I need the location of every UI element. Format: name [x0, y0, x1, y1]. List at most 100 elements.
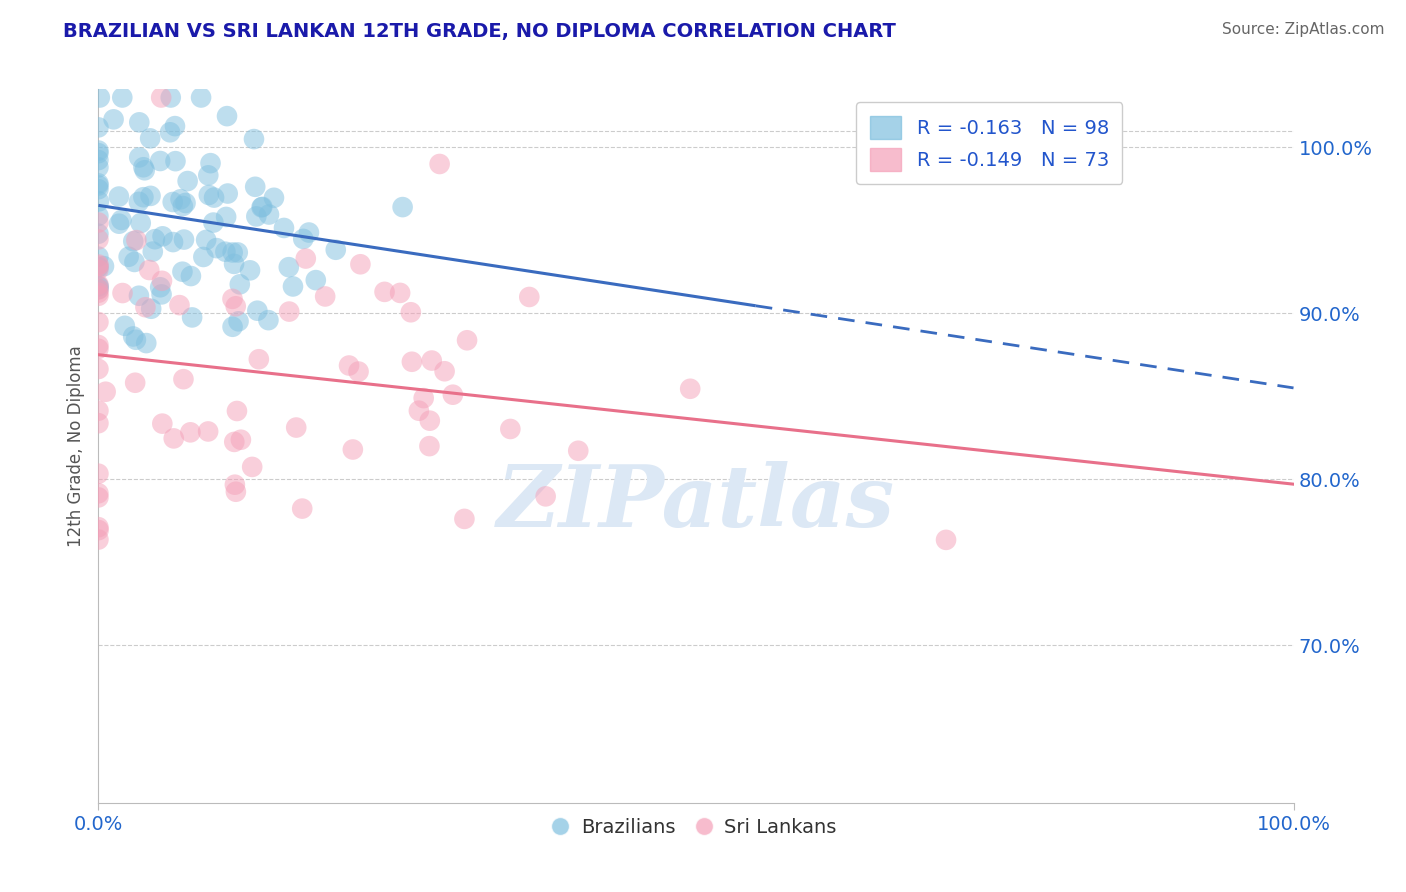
Point — [257, 208, 280, 222]
Point — [87, 177, 110, 191]
Point — [240, 459, 263, 474]
Point — [87, 338, 110, 352]
Point — [198, 188, 221, 202]
Point — [222, 257, 245, 271]
Text: BRAZILIAN VS SRI LANKAN 12TH GRADE, NO DIPLOMA CORRELATION CHART: BRAZILIAN VS SRI LANKAN 12TH GRADE, NO D… — [63, 22, 896, 41]
Point — [87, 285, 110, 300]
Point — [87, 277, 110, 292]
Point — [263, 191, 285, 205]
Point — [87, 279, 110, 293]
Point — [152, 229, 174, 244]
Point — [305, 273, 328, 287]
Point — [110, 213, 132, 227]
Point — [87, 146, 110, 161]
Point — [243, 132, 266, 146]
Point — [221, 319, 243, 334]
Point — [87, 520, 110, 534]
Point — [935, 533, 957, 547]
Point — [87, 533, 110, 547]
Point — [142, 244, 165, 259]
Point — [87, 232, 110, 246]
Point — [87, 259, 110, 273]
Point — [125, 333, 148, 347]
Point — [87, 416, 110, 430]
Point — [347, 365, 370, 379]
Point — [418, 439, 440, 453]
Point — [374, 285, 396, 299]
Point — [181, 310, 204, 325]
Point — [94, 384, 117, 399]
Point — [149, 153, 172, 168]
Point — [108, 217, 131, 231]
Point — [87, 279, 110, 293]
Point — [87, 486, 110, 500]
Point — [139, 131, 162, 145]
Point — [419, 414, 441, 428]
Point — [111, 90, 134, 104]
Point — [87, 262, 110, 277]
Point — [325, 243, 347, 257]
Y-axis label: 12th Grade, No Diploma: 12th Grade, No Diploma — [66, 345, 84, 547]
Point — [103, 112, 125, 127]
Point — [193, 250, 215, 264]
Point — [245, 179, 267, 194]
Point — [172, 199, 194, 213]
Point — [117, 250, 139, 264]
Point — [87, 523, 110, 537]
Point — [87, 282, 110, 296]
Point — [162, 194, 184, 209]
Point — [172, 372, 194, 386]
Point — [205, 241, 228, 255]
Point — [135, 336, 157, 351]
Point — [214, 244, 236, 259]
Point — [159, 125, 181, 139]
Point — [229, 433, 252, 447]
Point — [391, 200, 413, 214]
Point — [108, 189, 131, 203]
Point — [420, 353, 443, 368]
Point — [174, 196, 197, 211]
Point — [159, 90, 181, 104]
Point — [229, 277, 252, 292]
Point — [453, 512, 475, 526]
Point — [87, 362, 110, 376]
Point — [163, 119, 186, 133]
Point — [124, 255, 146, 269]
Point — [87, 491, 110, 505]
Point — [257, 313, 280, 327]
Point — [162, 235, 184, 249]
Point — [433, 364, 456, 378]
Point — [277, 260, 299, 275]
Point — [273, 221, 295, 235]
Point — [128, 115, 150, 129]
Point — [87, 315, 110, 329]
Point — [87, 120, 110, 135]
Point — [408, 403, 430, 417]
Point — [87, 467, 110, 481]
Point — [134, 300, 156, 314]
Point — [138, 263, 160, 277]
Point — [111, 286, 134, 301]
Point — [217, 186, 239, 201]
Point — [221, 292, 243, 306]
Point — [114, 318, 136, 333]
Point — [517, 290, 540, 304]
Point — [122, 329, 145, 343]
Point — [163, 431, 186, 445]
Point — [124, 376, 146, 390]
Point — [226, 404, 249, 418]
Point — [567, 443, 589, 458]
Point — [246, 303, 269, 318]
Point — [141, 301, 163, 316]
Point — [456, 333, 478, 347]
Point — [221, 245, 243, 260]
Point — [87, 178, 110, 193]
Point — [292, 232, 315, 246]
Point — [228, 314, 250, 328]
Point — [87, 282, 110, 296]
Point — [128, 150, 150, 164]
Point — [169, 192, 191, 206]
Point — [180, 268, 202, 283]
Point — [349, 257, 371, 271]
Point — [87, 194, 110, 209]
